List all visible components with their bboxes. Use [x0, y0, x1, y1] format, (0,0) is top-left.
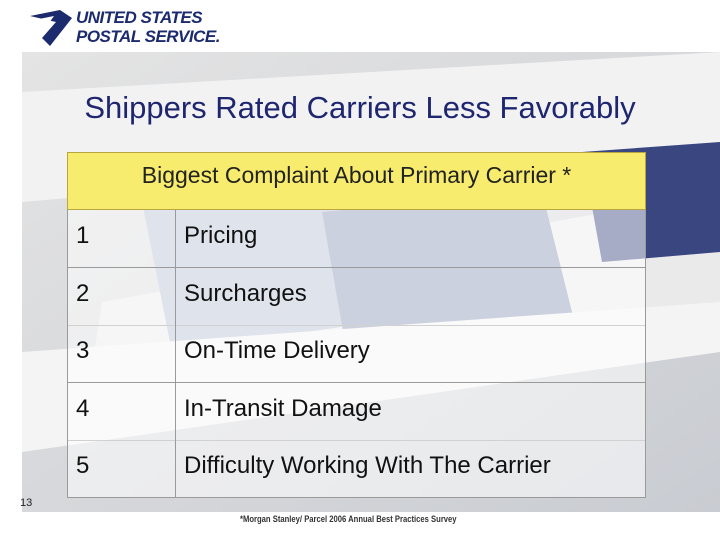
complaint-cell: Surcharges	[184, 279, 307, 307]
table-row: 1 Pricing	[67, 210, 646, 268]
source-note: *Morgan Stanley/ Parcel 2006 Annual Best…	[240, 514, 457, 524]
table-row: 5 Difficulty Working With The Carrier	[67, 440, 646, 498]
logo-text: UNITED STATES	[76, 8, 203, 27]
rank-cell: 4	[68, 382, 176, 440]
complaint-cell: Pricing	[184, 222, 258, 249]
rank-cell: 5	[68, 440, 176, 497]
complaint-cell: Difficulty Working With The Carrier	[184, 452, 551, 479]
complaint-cell: In-Transit Damage	[184, 394, 382, 422]
slide-title: Shippers Rated Carriers Less Favorably	[84, 90, 636, 125]
logo-text: POSTAL SERVICE.	[76, 27, 220, 46]
table-row: 2 Surcharges	[67, 267, 646, 326]
table-row: 3 On-Time Delivery	[67, 325, 646, 383]
rank-cell: 2	[68, 267, 176, 325]
table-header: Biggest Complaint About Primary Carrier …	[67, 152, 646, 210]
rank-cell: 1	[68, 210, 176, 267]
page-number: 13	[20, 497, 33, 509]
rank-cell: 3	[68, 325, 176, 382]
complaint-cell: On-Time Delivery	[184, 337, 370, 364]
logo-eagle	[30, 10, 72, 46]
table-row: 4 In-Transit Damage	[67, 382, 646, 441]
